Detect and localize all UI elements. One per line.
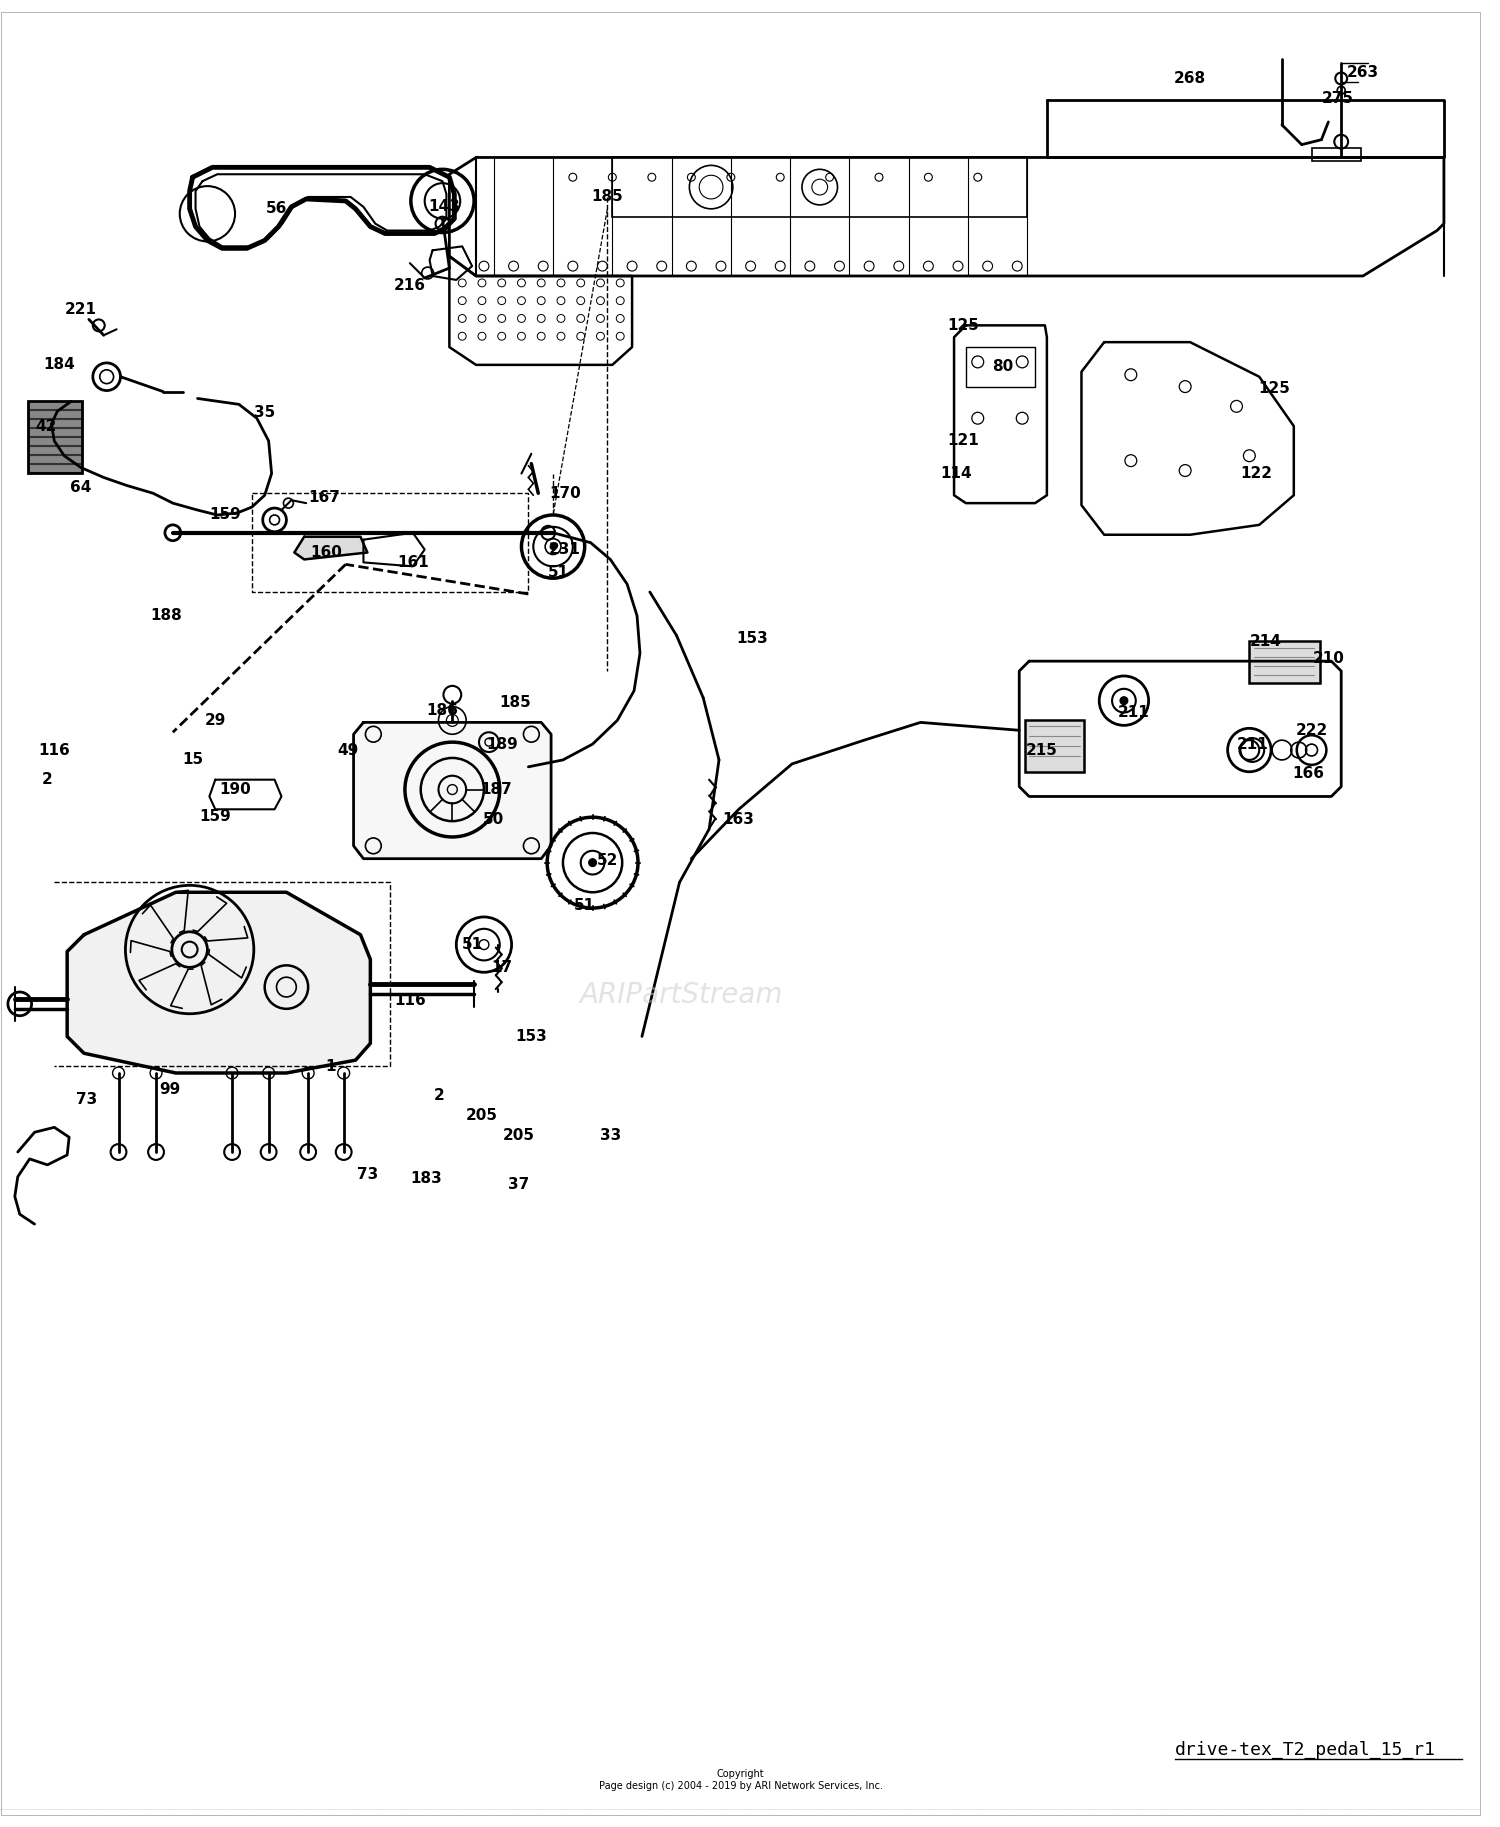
Text: 183: 183: [411, 1171, 442, 1186]
Text: ARIPartStream: ARIPartStream: [580, 981, 783, 1009]
Text: 167: 167: [308, 490, 340, 504]
Text: 52: 52: [597, 853, 618, 868]
Text: 210: 210: [1312, 650, 1344, 665]
Text: 64: 64: [70, 481, 92, 495]
Text: 51: 51: [574, 897, 596, 914]
Text: 184: 184: [44, 358, 75, 373]
Text: 216: 216: [394, 278, 426, 294]
Text: 159: 159: [200, 809, 231, 824]
Text: 33: 33: [600, 1127, 621, 1142]
Text: 185: 185: [500, 694, 531, 711]
Text: Page design (c) 2004 - 2019 by ARI Network Services, Inc.: Page design (c) 2004 - 2019 by ARI Netwo…: [598, 1781, 882, 1790]
Text: 170: 170: [549, 486, 580, 501]
Text: 51: 51: [548, 565, 568, 579]
Text: 163: 163: [723, 811, 754, 826]
Text: Copyright: Copyright: [717, 1769, 765, 1779]
Text: 56: 56: [266, 201, 286, 216]
Text: 73: 73: [76, 1093, 98, 1107]
Text: 50: 50: [483, 811, 504, 826]
Text: 187: 187: [480, 782, 512, 797]
Text: 122: 122: [1240, 466, 1272, 481]
Bar: [1311, 148, 1360, 161]
Text: 1: 1: [326, 1058, 336, 1074]
Circle shape: [1120, 696, 1128, 705]
Text: 211: 211: [1236, 736, 1268, 751]
Text: 263: 263: [1347, 66, 1378, 80]
Text: 160: 160: [310, 544, 342, 561]
Text: 125: 125: [1258, 382, 1290, 396]
Text: 211: 211: [1118, 705, 1149, 720]
Bar: [27, 402, 82, 409]
Text: 214: 214: [1250, 634, 1282, 649]
Bar: [27, 418, 82, 428]
Circle shape: [588, 859, 597, 866]
Polygon shape: [294, 537, 368, 559]
Text: drive-tex_T2_pedal_15_r1: drive-tex_T2_pedal_15_r1: [1176, 1741, 1437, 1759]
Text: 153: 153: [516, 1029, 548, 1043]
Text: 29: 29: [204, 713, 226, 727]
Bar: [27, 446, 82, 453]
Bar: [27, 455, 82, 462]
Text: 186: 186: [426, 703, 459, 718]
Text: 80: 80: [992, 360, 1012, 375]
Text: 215: 215: [1026, 742, 1057, 758]
Text: 99: 99: [159, 1082, 180, 1098]
Text: 42: 42: [36, 418, 57, 433]
Bar: [1250, 641, 1320, 683]
Text: 161: 161: [398, 555, 429, 570]
Text: 51: 51: [462, 937, 483, 952]
Text: 15: 15: [182, 753, 203, 767]
Text: 190: 190: [219, 782, 251, 797]
Bar: [27, 437, 82, 444]
Text: 37: 37: [509, 1177, 530, 1191]
Text: 189: 189: [486, 736, 518, 751]
Bar: [27, 464, 82, 471]
Text: 35: 35: [254, 406, 276, 420]
Text: 221: 221: [64, 301, 98, 318]
Text: 188: 188: [150, 608, 182, 623]
Text: 2: 2: [42, 773, 52, 787]
Text: 116: 116: [394, 994, 426, 1009]
Text: 116: 116: [39, 742, 70, 758]
Bar: [27, 402, 82, 473]
Text: 205: 205: [466, 1107, 498, 1124]
Text: 114: 114: [940, 466, 972, 481]
Text: 73: 73: [357, 1167, 378, 1182]
Bar: [612, 157, 1028, 217]
Text: 143: 143: [429, 199, 460, 214]
Text: 125: 125: [946, 318, 980, 333]
Bar: [966, 347, 1035, 387]
Bar: [27, 428, 82, 437]
Text: 49: 49: [338, 742, 358, 758]
Text: 268: 268: [1174, 71, 1206, 86]
Text: 231: 231: [549, 543, 580, 557]
Bar: [1024, 720, 1084, 771]
Bar: [27, 411, 82, 418]
Text: 17: 17: [490, 959, 513, 976]
Text: 121: 121: [946, 433, 980, 448]
Polygon shape: [354, 722, 550, 859]
Circle shape: [550, 544, 556, 550]
Text: 159: 159: [210, 508, 242, 523]
Text: 185: 185: [591, 190, 624, 205]
Text: 2: 2: [433, 1089, 445, 1104]
Polygon shape: [68, 892, 370, 1072]
Text: 205: 205: [503, 1127, 534, 1142]
Text: 275: 275: [1322, 91, 1354, 106]
Text: 153: 153: [736, 630, 768, 647]
Text: 166: 166: [1293, 766, 1324, 782]
Text: 222: 222: [1296, 723, 1328, 738]
